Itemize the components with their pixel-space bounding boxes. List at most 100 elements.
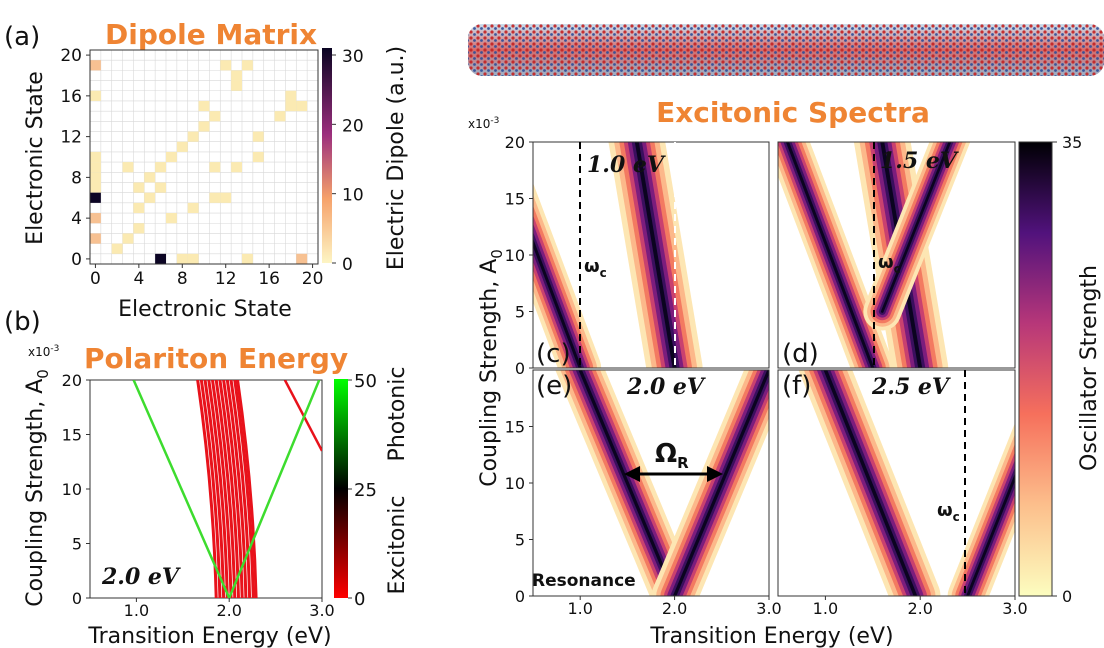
y-tick-label: 10: [505, 474, 525, 493]
dipole-cell: [166, 151, 177, 163]
panel-label-b: (b): [4, 307, 41, 337]
spectrum-e-bands: [555, 370, 769, 596]
annotation-c: 1.0 eV: [587, 152, 666, 178]
spectra-ticks: 0 5 10 15 20 1.0 2.0 3.0 0 5 10 15 1.0 2.0 3.0: [505, 133, 1028, 618]
spectra-xlabel: Transition Energy (eV): [649, 624, 893, 648]
polariton-ticks: 1.0 2.0 3.0 0 5 10 15 20: [62, 371, 335, 620]
y-tick-label: 8: [71, 168, 82, 188]
colorbar-tick-label: 0: [342, 255, 353, 275]
dipole-ticks: 0 4 8 12 16 20 0 4 8 12 16 20: [60, 46, 323, 289]
dipole-cell: [285, 90, 297, 101]
spectral-band: [823, 370, 918, 596]
dipole-cell: [209, 111, 221, 122]
panel-label-c: (c): [536, 339, 571, 369]
spectra-title: Excitonic Spectra: [656, 96, 930, 129]
y-tick-label: 15: [505, 418, 525, 437]
panel-label-e: (e): [536, 371, 572, 401]
dipole-cell: [176, 141, 188, 152]
annotation-f: 2.5 eV: [871, 374, 951, 400]
dipole-cell: [122, 233, 134, 244]
panel-label-f: (f): [782, 371, 811, 401]
x-tick-label: 12: [215, 269, 237, 289]
dipole-cell: [90, 182, 101, 193]
dipole-cell: [209, 192, 221, 203]
polariton-red-curve: [236, 380, 258, 598]
dipole-cell: [133, 202, 145, 214]
colorbar-tick-label: 0: [354, 589, 365, 610]
spectral-band: [880, 142, 952, 313]
dipole-cell: [252, 151, 264, 163]
x-tick-label: 2.0: [662, 599, 687, 618]
colorbar-photonic-label: Photonic: [385, 367, 410, 462]
dipole-cell: [198, 121, 210, 132]
polariton-red-curve: [233, 380, 255, 598]
x-tick-label: 2.0: [907, 599, 932, 618]
x-tick-label: 4: [133, 269, 144, 289]
spectra-colorbar: [1018, 141, 1053, 597]
spectral-band: [966, 473, 1015, 596]
polariton-annotation: 2.0 eV: [101, 564, 181, 590]
y-tick-label: 16: [60, 87, 82, 107]
spectrum-d-frame: [777, 141, 1016, 369]
spectrum-d-bands: [778, 142, 971, 368]
dipole-matrix-grid: [89, 49, 319, 265]
dipole-cell: [242, 60, 253, 71]
dipole-cell: [274, 111, 286, 122]
dipole-title: Dipole Matrix: [105, 18, 317, 51]
x-tick-label: 8: [177, 269, 188, 289]
y-tick-label: 5: [515, 531, 525, 550]
dipole-cell: [285, 100, 297, 112]
polariton-green-lower: [132, 380, 231, 598]
colorbar-tick-label: 20: [342, 116, 364, 136]
colorbar-excitonic-label: Excitonic: [385, 496, 410, 595]
dipole-cell: [111, 243, 123, 254]
dipole-cell: [166, 213, 177, 224]
y-tick-label: 0: [72, 589, 82, 608]
two-omega-label-c: 2ωc: [676, 171, 708, 194]
spectral-band: [785, 142, 875, 368]
dipole-colorbar-label: Electric Dipole (a.u.): [384, 46, 409, 270]
y-tick-label: 5: [515, 303, 525, 322]
polariton-xlabel: Transition Energy (eV): [87, 624, 331, 648]
polariton-red-curve: [199, 380, 222, 598]
dipole-cell: [220, 192, 232, 203]
panel-label-a: (a): [4, 22, 40, 52]
dipole-cell: [296, 100, 308, 112]
dipole-cell: [252, 131, 264, 142]
y-tick-label: 10: [62, 480, 82, 499]
dipole-cell: [231, 162, 242, 173]
y-tick-label: 15: [62, 426, 82, 445]
polariton-title: Polariton Energy: [84, 342, 348, 375]
y-tick-label: 5: [72, 535, 82, 554]
x-tick-label: 16: [258, 269, 280, 289]
x-tick-label: 1.0: [813, 599, 838, 618]
rabi-label: ΩR: [655, 439, 689, 472]
dipole-cell: [90, 172, 101, 183]
spectrum-f-bands: [798, 370, 1015, 596]
x-tick-label: 3.0: [756, 599, 781, 618]
spectra-colorbar-label: Oscillator Strength: [1077, 265, 1102, 471]
dipole-cell: [155, 182, 166, 193]
dipole-cell: [90, 151, 101, 163]
y-tick-label: 15: [505, 190, 525, 209]
colorbar-tick-label: 25: [354, 480, 377, 501]
dipole-cell: [90, 233, 101, 244]
x-tick-label: 3.0: [309, 601, 334, 620]
x-tick-label: 2.0: [216, 601, 241, 620]
dipole-cell: [209, 162, 221, 173]
resonance-label: Resonance: [532, 571, 636, 591]
dipole-ylabel: Electronic State: [23, 71, 48, 245]
dipole-cell: [133, 182, 145, 193]
dipole-colorbar: [322, 48, 332, 263]
spectral-band: [578, 370, 677, 596]
dipole-cell: [231, 70, 242, 81]
x-tick-label: 0: [90, 269, 101, 289]
rabi-splitting-arrow: [624, 466, 723, 482]
dipole-xlabel: Electronic State: [118, 297, 292, 322]
dipole-colorbar-ticks: 0 10 20 30: [332, 47, 364, 275]
y-tick-label: 10: [505, 246, 525, 265]
dipole-frame: [89, 49, 319, 265]
dipole-cell: [176, 253, 188, 264]
dipole-cell: [198, 100, 210, 112]
